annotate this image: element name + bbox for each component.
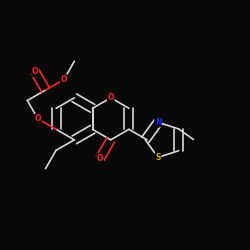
Text: S: S bbox=[155, 153, 161, 162]
Text: O: O bbox=[32, 67, 38, 76]
Text: O: O bbox=[34, 114, 41, 123]
Text: O: O bbox=[108, 93, 114, 102]
Text: N: N bbox=[155, 118, 161, 127]
Text: O: O bbox=[97, 154, 103, 162]
Text: O: O bbox=[61, 75, 67, 84]
